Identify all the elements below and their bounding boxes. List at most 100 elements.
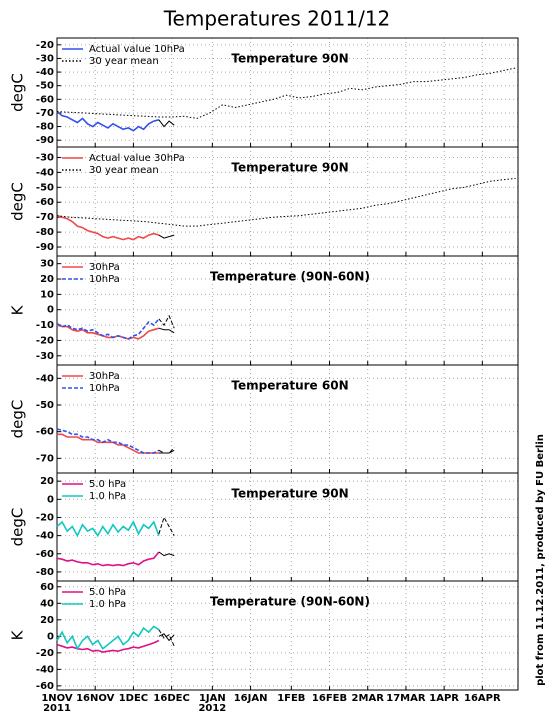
y-tick-label: -90 xyxy=(36,242,54,253)
y-tick-label: -60 xyxy=(36,197,54,208)
x-tick-label: 16NOV xyxy=(76,693,115,704)
legend-label: 30 year mean xyxy=(89,56,159,67)
data-line xyxy=(158,327,175,334)
y-tick-label: 40 xyxy=(40,598,54,609)
y-tick-label: -30 xyxy=(36,152,54,163)
legend-label: 30hPa xyxy=(89,262,120,273)
legend-label: 10hPa xyxy=(89,274,120,285)
panel-frame xyxy=(56,580,519,691)
data-line xyxy=(56,177,516,227)
y-tick-label: -20 xyxy=(36,335,54,346)
y-tick-label: 0 xyxy=(47,494,54,505)
y-tick-label: 0 xyxy=(47,631,54,642)
x-tick-label: 1DEC xyxy=(119,693,148,704)
y-tick-label: -20 xyxy=(36,648,54,659)
y-tick-label: -80 xyxy=(36,567,54,578)
legend-label: 5.0 hPa xyxy=(89,587,126,598)
panel-title: Temperature (90N-60N) xyxy=(210,595,370,609)
y-tick-label: -30 xyxy=(36,351,54,362)
y-tick-label: -60 xyxy=(36,427,54,438)
y-tick-label: -80 xyxy=(36,122,54,133)
y-tick-label: -40 xyxy=(36,664,54,675)
data-line xyxy=(158,447,175,454)
data-line xyxy=(158,551,175,557)
y-tick-label: -60 xyxy=(36,94,54,105)
x-tick-label: 16JAN xyxy=(234,693,268,704)
y-tick-label: 0 xyxy=(47,305,54,316)
data-line xyxy=(56,67,516,119)
legend-label: 30 year mean xyxy=(89,165,159,176)
data-line xyxy=(56,639,160,653)
data-line xyxy=(158,234,175,239)
data-line xyxy=(56,110,160,132)
chart-title: Temperatures 2011/12 xyxy=(163,7,391,31)
legend-label: 1.0 hPa xyxy=(89,599,126,610)
y-tick-label: 20 xyxy=(40,615,54,626)
y-axis-label: K xyxy=(9,629,27,640)
x-tick-label: 1APR xyxy=(429,693,459,704)
data-line xyxy=(56,625,160,651)
x-tick-label: 2MAR xyxy=(352,693,385,704)
data-line xyxy=(56,318,160,340)
x-tick-label: 16DEC xyxy=(153,693,189,704)
x-tick-label: 1NOV xyxy=(41,693,73,704)
y-tick-label: -70 xyxy=(36,453,54,464)
data-line xyxy=(56,428,160,454)
y-tick-label: -50 xyxy=(36,81,54,92)
y-tick-label: -10 xyxy=(36,320,54,331)
credit: plot from 11.12.2011, produced by FU Ber… xyxy=(535,434,546,686)
data-line xyxy=(56,551,160,567)
data-line xyxy=(56,324,160,340)
panel-title: Temperature 90N xyxy=(231,52,348,66)
data-line xyxy=(158,633,175,642)
legend-label: 5.0 hPa xyxy=(89,479,126,490)
legend-label: 10hPa xyxy=(89,383,120,394)
y-tick-label: -40 xyxy=(36,67,54,78)
y-tick-label: -70 xyxy=(36,108,54,119)
x-year-label: 2012 xyxy=(198,703,226,714)
y-tick-label: -80 xyxy=(36,227,54,238)
data-line xyxy=(56,214,160,241)
x-tick-label: 16APR xyxy=(464,693,501,704)
data-line xyxy=(158,516,175,536)
panel-title: Temperature 60N xyxy=(231,379,348,393)
y-tick-label: 30 xyxy=(40,259,54,270)
y-axis-label: degC xyxy=(9,400,27,439)
y-tick-label: -50 xyxy=(36,400,54,411)
x-tick-label: 1JAN xyxy=(199,693,226,704)
y-tick-label: -70 xyxy=(36,212,54,223)
y-tick-label: -90 xyxy=(36,135,54,146)
y-axis-label: degC xyxy=(9,182,27,221)
y-tick-label: -50 xyxy=(36,182,54,193)
y-tick-label: 60 xyxy=(40,582,54,593)
y-tick-label: -60 xyxy=(36,681,54,692)
y-tick-label: -40 xyxy=(36,167,54,178)
y-tick-label: -60 xyxy=(36,549,54,560)
data-line xyxy=(158,314,175,329)
x-tick-label: 16FEB xyxy=(312,693,347,704)
y-tick-label: 20 xyxy=(40,274,54,285)
x-year-label: 2011 xyxy=(43,703,71,714)
y-tick-label: 10 xyxy=(40,289,54,300)
y-axis-label: degC xyxy=(9,508,27,547)
panel-title: Temperature (90N-60N) xyxy=(210,270,370,284)
y-tick-label: -20 xyxy=(36,40,54,51)
legend-label: 1.0 hPa xyxy=(89,491,126,502)
panel-title: Temperature 90N xyxy=(231,487,348,501)
panel-title: Temperature 90N xyxy=(231,161,348,175)
data-line xyxy=(57,433,159,454)
data-line xyxy=(56,520,160,538)
y-tick-label: -30 xyxy=(36,53,54,64)
legend-label: Actual value 30hPa xyxy=(89,153,185,164)
y-tick-label: -40 xyxy=(36,531,54,542)
x-tick-label: 1FEB xyxy=(277,693,305,704)
x-tick-label: 17MAR xyxy=(386,693,426,704)
data-line xyxy=(158,119,175,128)
legend-label: Actual value 10hPa xyxy=(89,44,185,55)
data-line xyxy=(158,629,175,647)
legend-label: 30hPa xyxy=(89,371,120,382)
y-tick-label: 20 xyxy=(40,476,54,487)
y-tick-label: -40 xyxy=(36,373,54,384)
y-axis-label: degC xyxy=(9,73,27,112)
